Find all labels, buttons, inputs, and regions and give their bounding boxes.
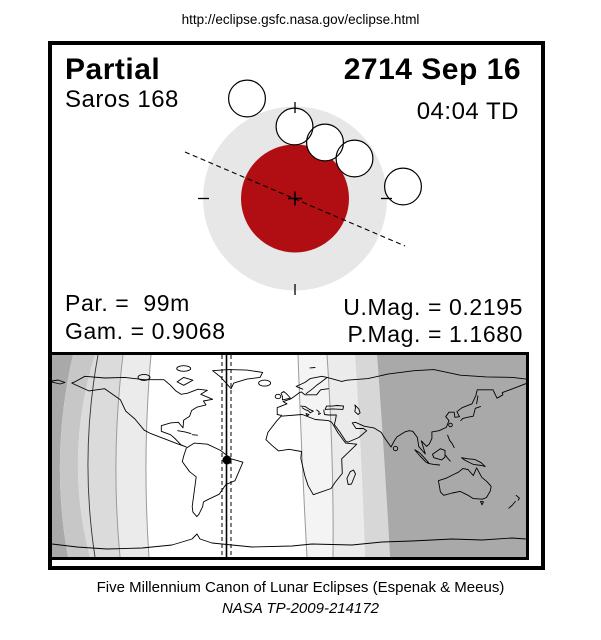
moon-disk-outline-4 bbox=[335, 139, 374, 178]
sakhalin bbox=[476, 395, 479, 405]
north-america bbox=[71, 375, 214, 448]
moon-disk-fill-4 bbox=[336, 140, 373, 177]
caspian-sea bbox=[354, 404, 361, 415]
tasmania bbox=[480, 501, 484, 506]
visibility-bands bbox=[52, 355, 526, 557]
madagascar bbox=[346, 469, 356, 486]
moon-disk-outline-3 bbox=[306, 123, 345, 162]
saros-series-label: Saros 168 bbox=[65, 86, 179, 113]
south-america bbox=[181, 442, 244, 518]
italy bbox=[300, 405, 314, 414]
new-zealand bbox=[508, 494, 520, 509]
visibility-map-panel bbox=[52, 352, 529, 560]
japan bbox=[460, 406, 481, 422]
greatest-eclipse-dot bbox=[222, 455, 232, 465]
chukotka bbox=[52, 379, 66, 385]
philippines bbox=[447, 434, 455, 449]
contact-curves bbox=[87, 355, 334, 557]
umbral-magnitude-value: U.Mag. = 0.2195 bbox=[343, 294, 523, 320]
partial-duration-value: Par. = 99m bbox=[65, 290, 190, 316]
java bbox=[427, 462, 441, 466]
new-guinea bbox=[461, 457, 486, 468]
footer-canon-title: Five Millennium Canon of Lunar Eclipses … bbox=[96, 579, 505, 596]
eclipse-time-label: 04:04 TD bbox=[416, 98, 519, 125]
antarctica bbox=[52, 533, 526, 550]
sri-lanka bbox=[392, 445, 399, 452]
moon-disk-outline-1 bbox=[228, 79, 267, 118]
moon-disk-fill-2 bbox=[276, 108, 313, 145]
sumatra bbox=[414, 449, 430, 464]
eclipse-type-label: Partial bbox=[65, 53, 161, 86]
iceland bbox=[258, 379, 272, 387]
url-caption: http://eclipse.gsfc.nasa.gov/eclipse.htm… bbox=[181, 12, 420, 27]
greenland bbox=[212, 369, 264, 390]
western-europe bbox=[276, 388, 329, 416]
sicily bbox=[305, 413, 310, 417]
baffin-island bbox=[176, 376, 194, 386]
caribbean-islands bbox=[177, 430, 198, 436]
moon-disk-fill-1 bbox=[228, 80, 266, 117]
britain bbox=[280, 391, 291, 401]
footer-nasa-report-number: NASA TP-2009-214172 bbox=[221, 600, 380, 617]
australia bbox=[437, 467, 492, 500]
arctic-russia bbox=[326, 369, 526, 382]
sulawesi bbox=[445, 454, 451, 462]
gamma-value: Gam. = 0.9068 bbox=[65, 318, 226, 344]
moon-disk-outline-5 bbox=[384, 167, 423, 206]
victoria-island bbox=[137, 373, 151, 381]
visibility-map bbox=[52, 355, 526, 557]
asia bbox=[323, 383, 526, 455]
eclipse-date-label: 2714 Sep 16 bbox=[343, 53, 521, 86]
zenith-lines-group bbox=[221, 355, 232, 557]
moon-disk-fill-5 bbox=[384, 168, 422, 205]
greece bbox=[316, 409, 322, 415]
eclipse-shadow-diagram bbox=[184, 79, 423, 295]
moon-disk-fill-3 bbox=[306, 124, 344, 161]
africa bbox=[265, 414, 358, 496]
ellesmere-island bbox=[176, 365, 192, 372]
penumbral-magnitude-value: P.Mag. = 1.1680 bbox=[347, 321, 523, 347]
scandinavia bbox=[295, 375, 328, 395]
ireland bbox=[274, 393, 282, 400]
borneo bbox=[432, 448, 446, 461]
taiwan bbox=[448, 422, 453, 428]
black-sea bbox=[324, 405, 345, 410]
